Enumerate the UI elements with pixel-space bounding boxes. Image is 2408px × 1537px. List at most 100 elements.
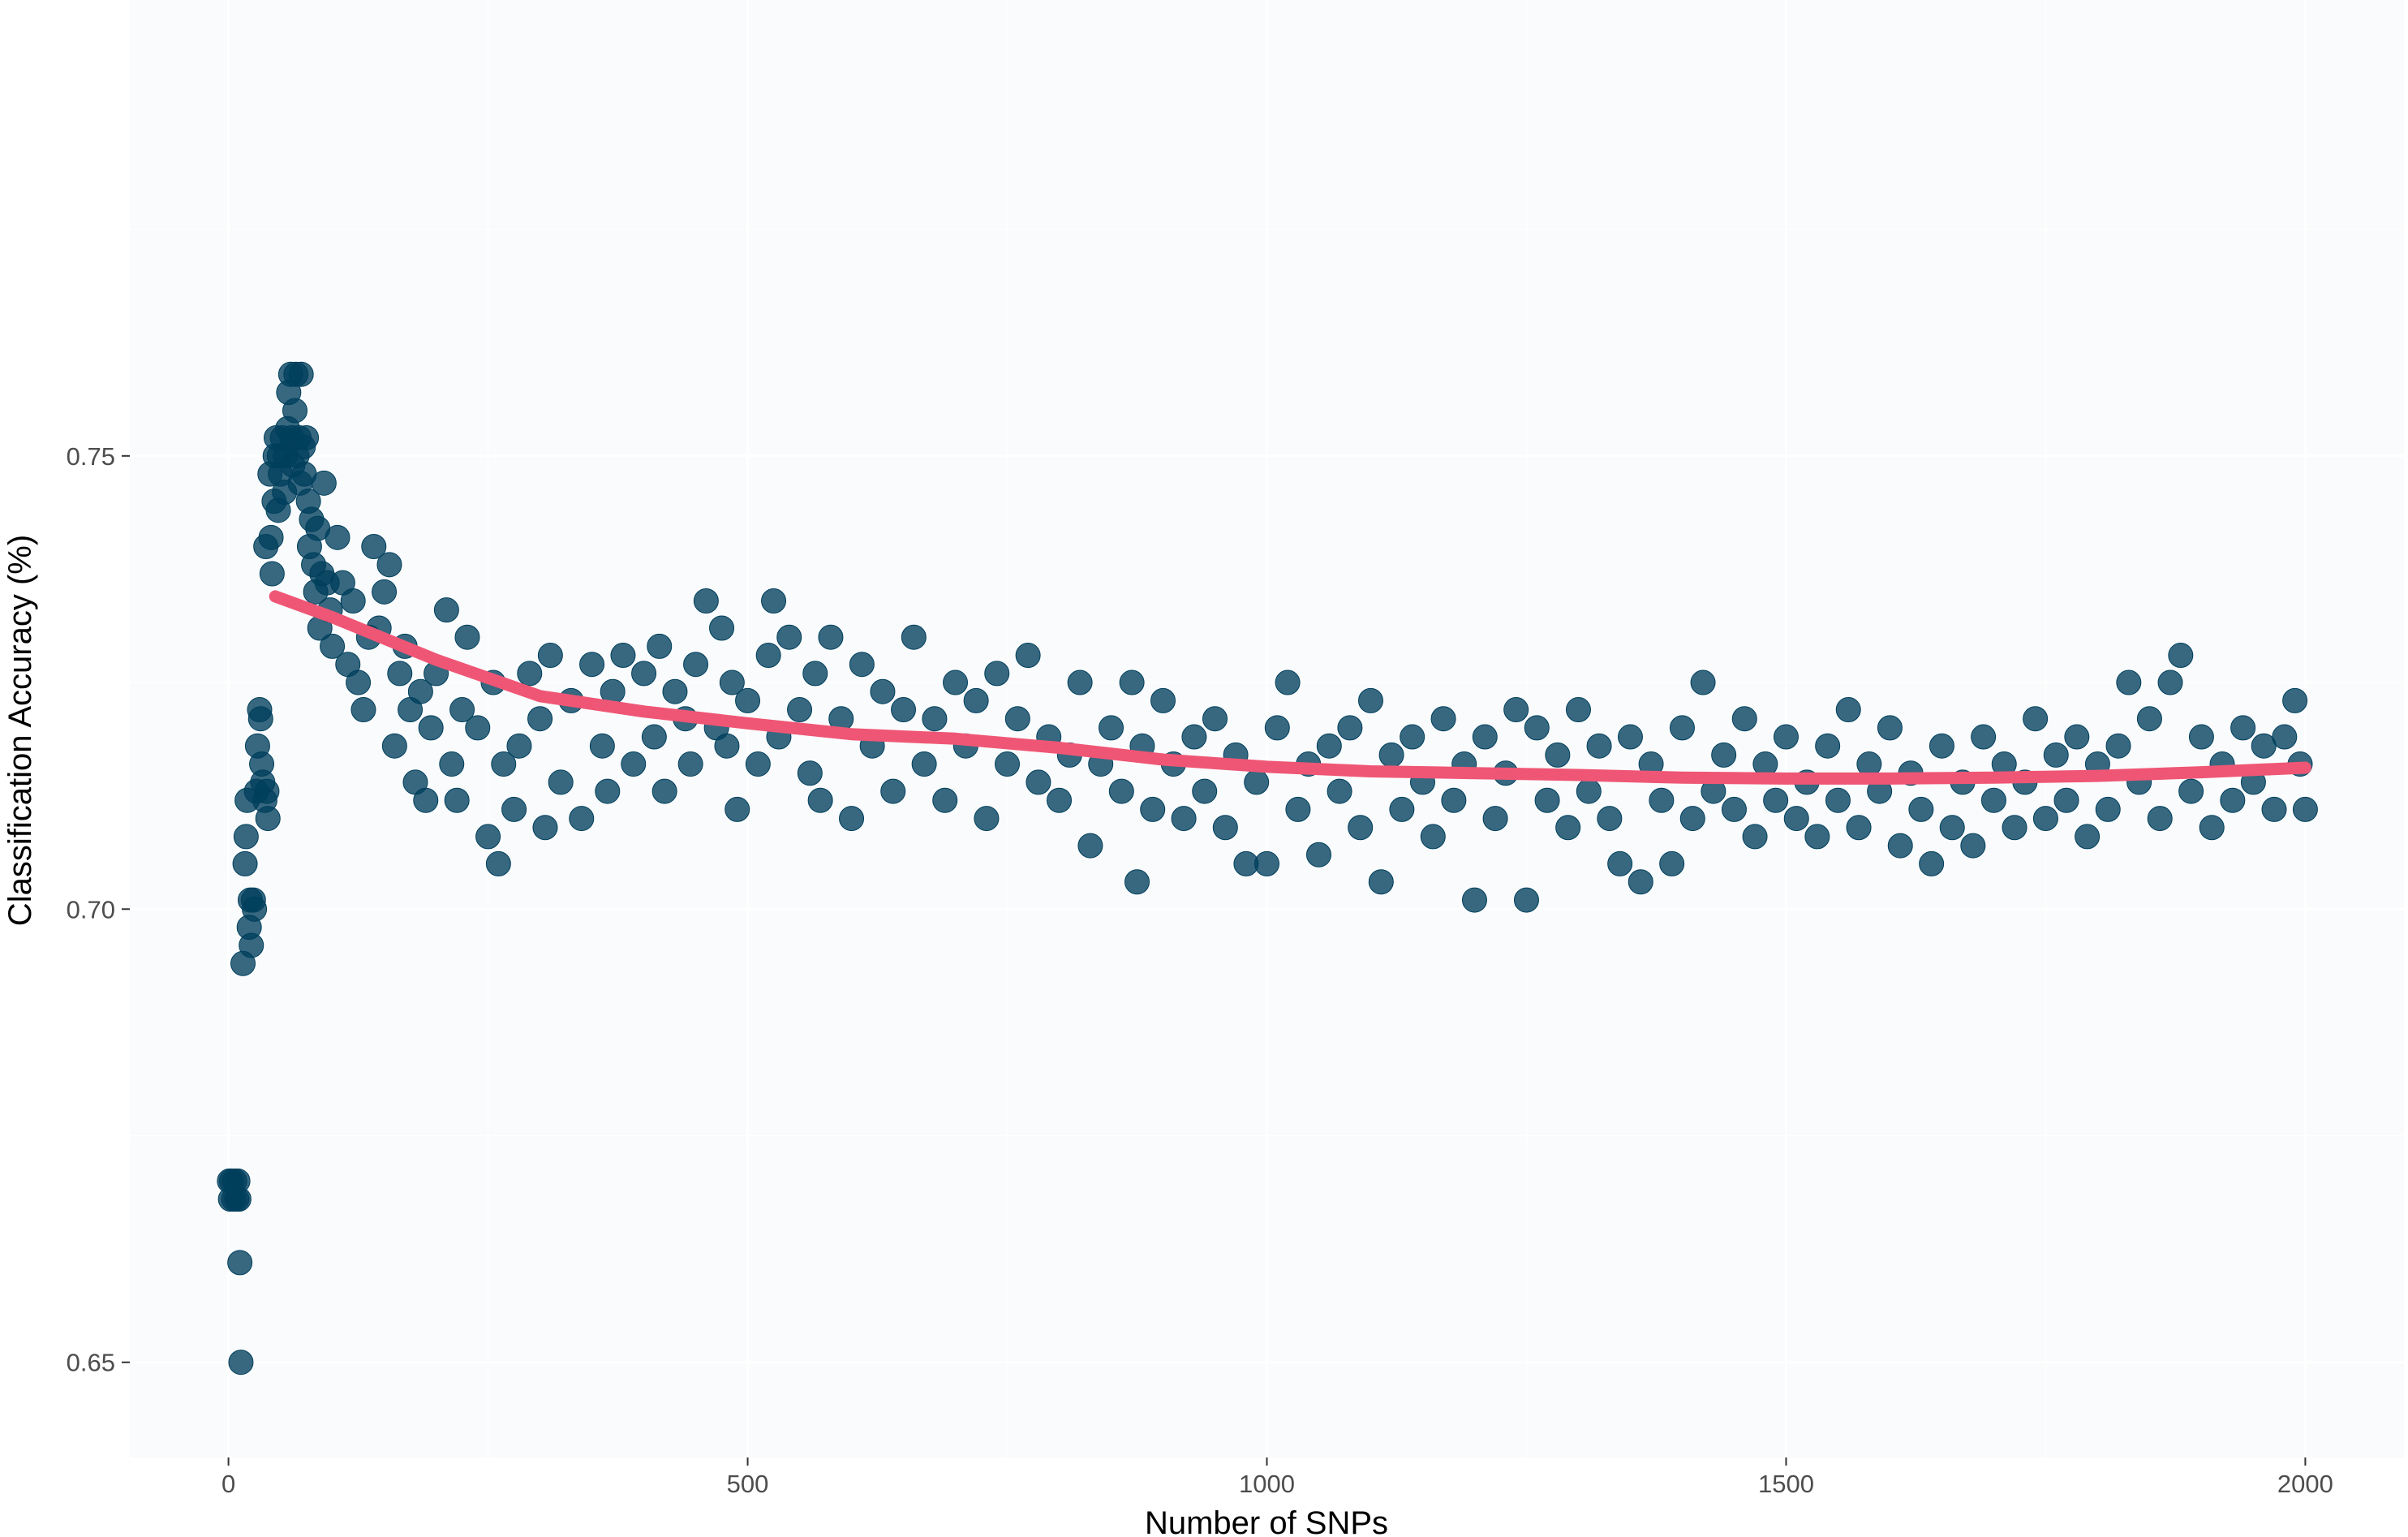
axes: 0.65 0.70 0.75 0 500 1000 1500 2000 — [67, 442, 2333, 1498]
data-point — [1960, 833, 1986, 859]
data-point — [1244, 769, 1270, 795]
x-tick-label: 1500 — [1758, 1470, 1814, 1498]
data-point — [589, 733, 615, 759]
data-point — [1285, 796, 1311, 822]
data-point — [233, 824, 259, 850]
data-point — [1555, 815, 1581, 841]
data-point — [2147, 806, 2173, 832]
data-point — [1545, 742, 1571, 768]
data-point — [255, 806, 281, 832]
data-point — [2105, 733, 2131, 759]
data-point — [1617, 724, 1643, 750]
data-point — [1773, 724, 1799, 750]
data-point — [2272, 724, 2298, 750]
data-point — [2116, 669, 2142, 695]
data-point — [242, 896, 268, 922]
data-point — [433, 597, 459, 623]
data-point — [2188, 724, 2214, 750]
data-point — [418, 715, 444, 741]
data-point — [1742, 824, 1768, 850]
data-point — [1524, 715, 1550, 741]
data-point — [282, 398, 308, 424]
data-point — [325, 524, 350, 550]
data-point — [2023, 706, 2049, 732]
data-point — [963, 687, 989, 713]
data-point — [1659, 850, 1685, 876]
data-point — [258, 524, 284, 550]
data-point — [491, 751, 517, 777]
data-point — [1357, 687, 1383, 713]
data-point — [350, 697, 376, 723]
data-point — [569, 806, 595, 832]
data-point — [647, 633, 673, 659]
data-point — [1327, 778, 1352, 804]
data-point — [1140, 796, 1166, 822]
data-point — [1124, 869, 1150, 895]
data-point — [1763, 787, 1789, 813]
data-point — [1368, 869, 1394, 895]
data-point — [1047, 787, 1073, 813]
data-point — [683, 652, 709, 678]
data-point — [776, 624, 802, 650]
data-point — [1679, 806, 1705, 832]
data-point — [247, 706, 273, 732]
data-point — [2032, 806, 2058, 832]
data-point — [288, 361, 314, 387]
data-point — [1400, 724, 1425, 750]
data-point — [1815, 733, 1841, 759]
x-tick-label: 2000 — [2277, 1470, 2333, 1498]
data-point — [1378, 742, 1404, 768]
data-point — [1628, 869, 1653, 895]
data-point — [376, 552, 402, 578]
x-tick-label: 1000 — [1239, 1470, 1295, 1498]
data-point — [1690, 669, 1716, 695]
data-point — [932, 787, 958, 813]
data-point — [2053, 787, 2079, 813]
data-point — [1929, 733, 1954, 759]
data-point — [537, 643, 563, 669]
data-point — [1004, 706, 1030, 732]
data-point — [413, 787, 439, 813]
data-point — [802, 661, 828, 687]
data-point — [1099, 715, 1124, 741]
data-point — [745, 751, 771, 777]
data-point — [1150, 687, 1176, 713]
data-point — [372, 579, 398, 605]
data-point — [1316, 733, 1342, 759]
x-axis-title: Number of SNPs — [1145, 1505, 1388, 1537]
data-point — [2157, 669, 2183, 695]
data-point — [1015, 643, 1041, 669]
data-point — [1482, 806, 1508, 832]
data-point — [2178, 778, 2204, 804]
data-point — [1908, 796, 1934, 822]
data-point — [693, 588, 719, 614]
data-point — [2168, 643, 2194, 669]
data-point — [818, 624, 844, 650]
y-tick-label: 0.75 — [67, 442, 115, 471]
data-point — [2136, 706, 2162, 732]
data-point — [1212, 815, 1238, 841]
data-point — [1586, 733, 1612, 759]
data-point — [1420, 824, 1446, 850]
data-point — [610, 643, 636, 669]
data-point — [1430, 706, 1456, 732]
data-point — [621, 751, 647, 777]
x-tick-label: 500 — [727, 1470, 769, 1498]
data-point — [1067, 669, 1093, 695]
data-point — [1348, 815, 1374, 841]
data-point — [475, 824, 501, 850]
data-point — [1441, 787, 1467, 813]
data-point — [974, 806, 1000, 832]
data-point — [714, 733, 740, 759]
data-point — [1472, 724, 1498, 750]
data-point — [787, 697, 813, 723]
data-point — [1534, 787, 1560, 813]
data-point — [485, 850, 511, 876]
data-point — [227, 1250, 253, 1276]
data-point — [1026, 769, 1051, 795]
data-point — [631, 661, 657, 687]
data-point — [2220, 787, 2246, 813]
data-point — [381, 733, 407, 759]
data-point — [228, 1350, 254, 1376]
